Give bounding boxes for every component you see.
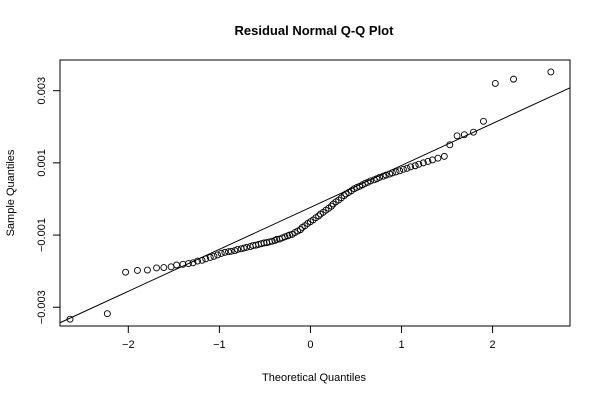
data-point <box>240 244 248 252</box>
data-point <box>268 237 276 245</box>
data-point <box>327 202 335 210</box>
data-point <box>491 80 499 87</box>
data-point <box>419 159 427 167</box>
data-point <box>470 128 477 136</box>
data-point <box>340 192 348 200</box>
data-point <box>153 264 160 272</box>
data-point <box>286 231 293 239</box>
x-axis-label: Theoretical Quantiles <box>262 372 366 384</box>
data-point <box>66 315 74 323</box>
data-point <box>189 259 197 267</box>
data-point <box>411 162 419 170</box>
x-axis: −2 −1 0 1 2 <box>122 326 496 351</box>
data-point <box>103 310 111 318</box>
data-point <box>434 154 442 162</box>
data-point <box>225 248 232 256</box>
data-point <box>206 253 214 261</box>
data-point <box>382 171 390 179</box>
x-tick-label: −2 <box>122 339 135 351</box>
x-tick-label: −1 <box>213 339 226 351</box>
data-point <box>446 141 454 149</box>
data-point <box>179 260 187 268</box>
data-point <box>243 243 251 251</box>
data-point <box>424 157 432 165</box>
data-point <box>173 261 181 269</box>
reference-line-group <box>59 87 571 324</box>
data-point <box>453 132 461 140</box>
x-tick-label: 2 <box>490 339 496 351</box>
data-point <box>217 250 225 257</box>
data-point <box>160 264 168 271</box>
data-point <box>184 260 192 268</box>
data-point <box>547 68 555 76</box>
data-point <box>460 131 468 139</box>
data-point <box>296 226 304 234</box>
data-point <box>214 251 222 259</box>
data-point <box>396 167 404 175</box>
data-point <box>388 169 396 177</box>
y-tick-label: 0.001 <box>36 149 48 177</box>
data-point <box>210 252 218 260</box>
data-point <box>415 160 423 168</box>
chart-title: Residual Normal Q-Q Plot <box>235 23 395 38</box>
y-tick-label: 0.003 <box>36 77 48 105</box>
data-point <box>133 266 141 274</box>
data-point <box>403 164 411 172</box>
data-point <box>315 212 323 220</box>
x-tick-label: 0 <box>307 339 313 351</box>
reference-line <box>59 87 571 324</box>
data-point <box>271 237 279 244</box>
data-point <box>122 268 130 276</box>
data-point <box>202 255 210 263</box>
data-point <box>194 257 201 265</box>
data-point <box>510 75 517 83</box>
data-points <box>66 68 555 323</box>
data-point <box>440 152 448 160</box>
data-point <box>392 168 400 176</box>
plot-box <box>59 59 571 327</box>
data-point <box>399 165 407 173</box>
y-tick-label: −0.001 <box>36 218 48 252</box>
y-axis: −0.003 −0.001 0.001 0.003 <box>36 77 60 324</box>
data-point <box>234 246 242 253</box>
data-point <box>367 177 375 185</box>
y-axis-label: Sample Quantiles <box>5 149 17 236</box>
y-tick-label: −0.003 <box>36 290 48 324</box>
data-point <box>480 117 487 125</box>
data-point <box>221 248 229 256</box>
data-point <box>198 256 206 264</box>
x-tick-label: 1 <box>398 339 404 351</box>
data-point <box>227 247 235 255</box>
data-point <box>407 163 415 171</box>
data-point <box>376 173 384 181</box>
data-point <box>143 266 151 274</box>
